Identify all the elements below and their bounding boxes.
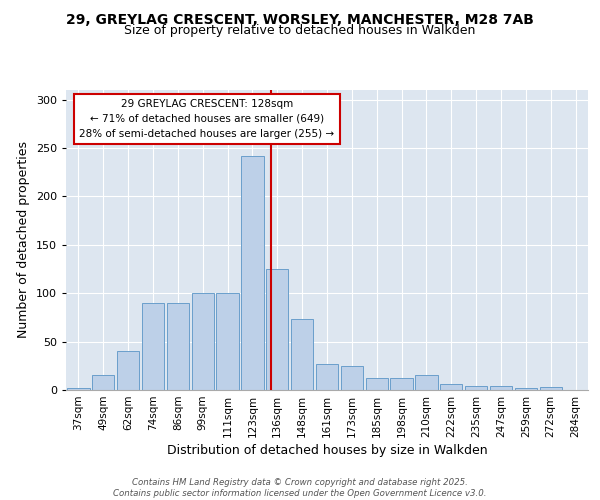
Bar xyxy=(291,320,313,390)
Text: 29, GREYLAG CRESCENT, WORSLEY, MANCHESTER, M28 7AB: 29, GREYLAG CRESCENT, WORSLEY, MANCHESTE… xyxy=(66,12,534,26)
Bar xyxy=(440,384,463,390)
Bar xyxy=(490,386,512,390)
Bar xyxy=(515,388,537,390)
Text: Size of property relative to detached houses in Walkden: Size of property relative to detached ho… xyxy=(124,24,476,37)
Bar xyxy=(539,387,562,390)
Bar xyxy=(142,303,164,390)
Bar xyxy=(217,293,239,390)
Bar xyxy=(316,364,338,390)
Bar xyxy=(341,366,363,390)
Text: Contains HM Land Registry data © Crown copyright and database right 2025.
Contai: Contains HM Land Registry data © Crown c… xyxy=(113,478,487,498)
Bar xyxy=(365,378,388,390)
Bar xyxy=(391,378,413,390)
Text: 29 GREYLAG CRESCENT: 128sqm
← 71% of detached houses are smaller (649)
28% of se: 29 GREYLAG CRESCENT: 128sqm ← 71% of det… xyxy=(79,99,335,138)
Bar xyxy=(67,388,89,390)
X-axis label: Distribution of detached houses by size in Walkden: Distribution of detached houses by size … xyxy=(167,444,487,457)
Bar xyxy=(241,156,263,390)
Bar xyxy=(92,374,115,390)
Y-axis label: Number of detached properties: Number of detached properties xyxy=(17,142,30,338)
Bar xyxy=(167,303,189,390)
Bar xyxy=(117,352,139,390)
Bar xyxy=(415,376,437,390)
Bar xyxy=(465,386,487,390)
Bar xyxy=(191,293,214,390)
Bar xyxy=(266,269,289,390)
